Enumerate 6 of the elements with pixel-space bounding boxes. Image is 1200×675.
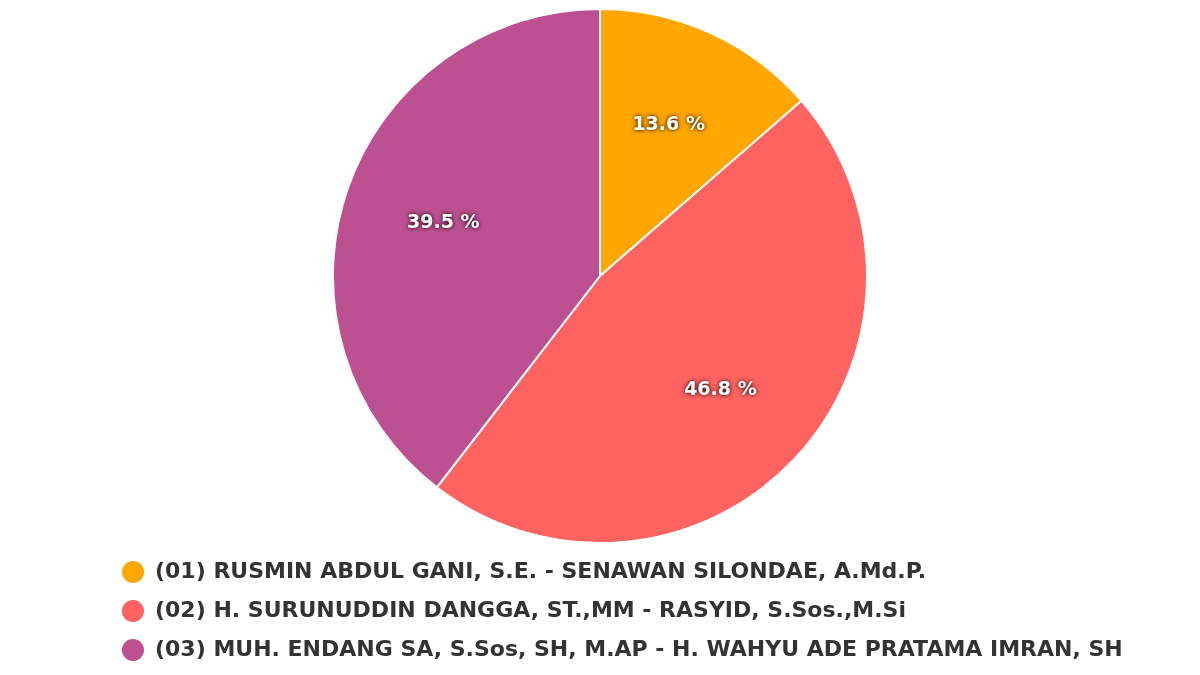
data-label: 13.6 % [632,112,705,135]
data-label: 46.8 % [684,376,757,399]
data-label: 39.5 % [407,209,480,232]
legend-label: (02) H. SURUNUDDIN DANGGA, ST.,MM - RASYID, S.Sos.,M.Si [155,596,906,622]
legend-label: (01) RUSMIN ABDUL GANI, S.E. - SENAWAN SILONDAE, A.Md.P. [155,557,927,583]
legend-label: (03) MUH. ENDANG SA, S.Sos, SH, M.AP - H. WAHYU ADE PRATAMA IMRAN, SH [155,635,1123,661]
